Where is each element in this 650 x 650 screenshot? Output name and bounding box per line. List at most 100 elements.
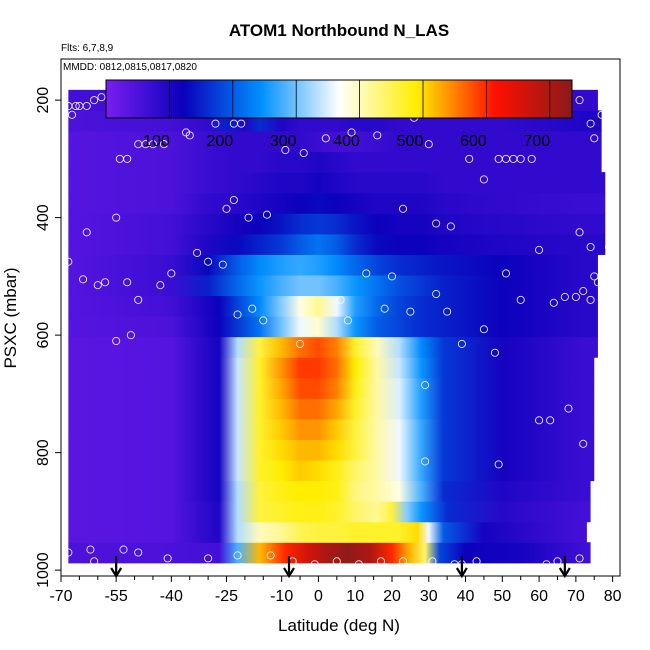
observation-point xyxy=(516,295,525,304)
observation-point xyxy=(579,287,588,296)
observation-point xyxy=(71,101,80,111)
colorbar-tick-label: 500 xyxy=(397,133,424,150)
y-tick-label: 400 xyxy=(35,204,52,231)
observation-point xyxy=(233,551,242,560)
heatmap-row xyxy=(68,357,595,379)
observation-point xyxy=(472,557,481,566)
heatmap-row xyxy=(68,151,602,173)
observation-point xyxy=(479,175,488,184)
observation-point xyxy=(112,213,121,222)
x-tick-label: -40 xyxy=(160,588,183,605)
heatmap-row xyxy=(68,295,598,317)
observation-point xyxy=(163,554,172,563)
dates-label: MMDD: 0812,0815,0817,0820 xyxy=(63,62,197,73)
observation-point xyxy=(204,257,213,266)
observation-point xyxy=(229,195,238,205)
observation-point xyxy=(424,140,433,149)
y-tick-label: 800 xyxy=(35,439,52,466)
observation-point xyxy=(398,204,408,213)
flights-label: Flts: 6,7,8,9 xyxy=(61,43,114,54)
heatmap-row xyxy=(68,377,595,399)
y-axis-label: PSXC (mbar) xyxy=(1,267,20,368)
observation-point xyxy=(590,272,599,281)
observation-point xyxy=(597,110,606,119)
observation-point xyxy=(211,119,220,128)
x-tick-label: -70 xyxy=(49,588,72,605)
observation-point xyxy=(126,331,135,340)
observation-point xyxy=(336,295,345,304)
x-tick-label: 0 xyxy=(314,588,323,605)
observation-point xyxy=(248,304,257,313)
observation-point xyxy=(79,275,88,284)
plot-frame xyxy=(60,58,621,577)
heatmap-row xyxy=(68,439,595,461)
x-axis: -70 -55 -40 -25 -10 0 10 20 30 40 50 60 70 80 xyxy=(49,576,622,605)
x-tick-label: -25 xyxy=(215,588,238,605)
heatmap-row xyxy=(68,213,606,235)
observation-point xyxy=(362,269,371,278)
observation-point xyxy=(281,146,290,155)
observation-point xyxy=(446,222,455,231)
observation-point xyxy=(542,560,551,569)
observation-point xyxy=(159,140,169,149)
observation-point xyxy=(608,245,617,254)
observation-point xyxy=(432,219,441,228)
x-tick-label: 80 xyxy=(604,588,622,605)
heatmap-row xyxy=(68,542,591,564)
chart-title: ATOM1 Northbound N_LAS xyxy=(229,21,449,40)
observation-point xyxy=(332,557,341,566)
heatmap-row xyxy=(68,274,598,297)
observation-point xyxy=(123,278,132,287)
observation-point xyxy=(479,325,488,334)
observation-point xyxy=(575,554,584,563)
observation-point xyxy=(398,557,408,566)
colorbar-tick-label: 700 xyxy=(523,133,550,150)
heatmap-row xyxy=(68,418,595,441)
heatmap-row xyxy=(68,130,602,153)
observation-point xyxy=(590,134,599,143)
observation-point xyxy=(259,316,268,325)
heatmap-row xyxy=(68,336,598,358)
observation-point xyxy=(64,257,73,266)
observation-point xyxy=(586,119,595,128)
observation-point xyxy=(387,272,397,281)
observation-point xyxy=(432,289,441,299)
observation-point xyxy=(601,101,610,111)
observation-point xyxy=(185,131,194,140)
x-tick-label: 20 xyxy=(383,588,401,605)
observation-point xyxy=(343,316,352,325)
observation-point xyxy=(295,339,305,348)
observation-point xyxy=(167,269,176,278)
observation-point xyxy=(571,292,580,301)
observation-point xyxy=(575,96,584,105)
observation-point xyxy=(428,557,437,566)
x-tick-label: 60 xyxy=(530,588,548,605)
observation-point xyxy=(586,295,595,304)
observation-point xyxy=(237,119,246,128)
heatmap-row xyxy=(68,192,606,214)
observation-point xyxy=(134,295,143,304)
heatmap-row xyxy=(68,172,606,194)
heatmap-row xyxy=(68,316,598,338)
heatmap-row xyxy=(68,480,591,502)
observation-point xyxy=(380,304,389,313)
x-tick-label: -10 xyxy=(270,588,293,605)
observation-point xyxy=(347,128,356,137)
observation-point xyxy=(553,557,562,566)
observation-point xyxy=(90,557,99,566)
colorbar-tick-label: 100 xyxy=(143,133,170,150)
observation-point xyxy=(443,307,452,316)
observation-point xyxy=(373,131,382,140)
observation-point xyxy=(597,524,606,534)
y-tick-label: 200 xyxy=(35,87,52,114)
observation-point xyxy=(134,548,143,557)
observation-point xyxy=(112,336,121,346)
observation-point xyxy=(564,404,573,413)
observation-point xyxy=(86,545,95,554)
observation-point xyxy=(406,307,415,316)
observation-point xyxy=(421,381,430,390)
observation-point xyxy=(101,278,110,287)
observation-point xyxy=(64,548,73,557)
observation-point xyxy=(262,210,271,219)
